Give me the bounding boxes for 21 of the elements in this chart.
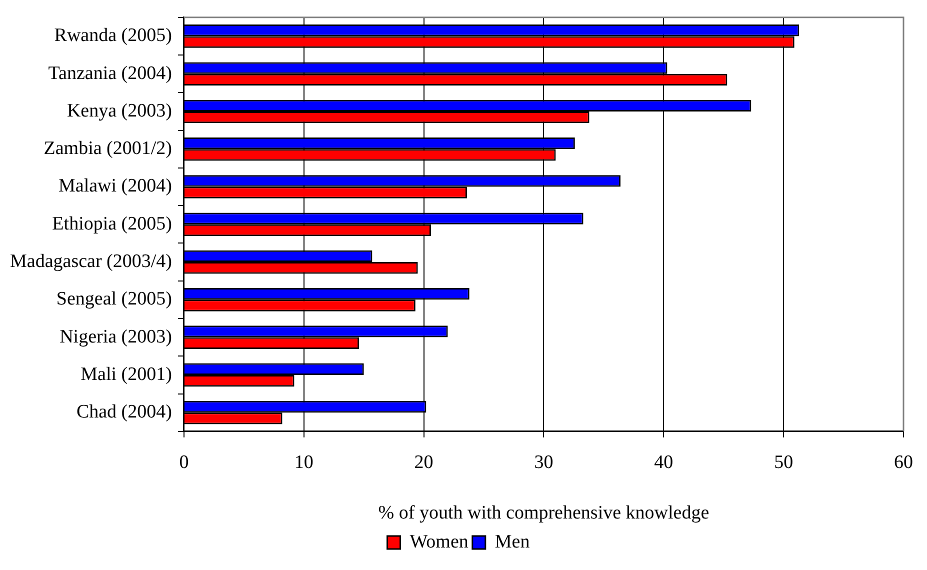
x-tick-label: 60 <box>894 452 913 473</box>
x-tick-label: 30 <box>534 452 554 473</box>
y-tick-label: Nigeria (2003) <box>60 326 172 348</box>
y-tick-label: Sengeal (2005) <box>56 288 172 310</box>
y-tick-label: Zambia (2001/2) <box>44 138 172 160</box>
x-tick-label: 40 <box>654 452 674 473</box>
x-tick-label: 50 <box>774 452 794 473</box>
x-tick-label: 20 <box>414 452 434 473</box>
y-tick-label: Madagascar (2003/4) <box>10 251 172 272</box>
x-axis-title: % of youth with comprehensive knowledge <box>378 502 710 524</box>
y-tick-label: Kenya (2003) <box>66 100 172 122</box>
legend-label: Men <box>494 531 530 552</box>
x-tick-label: 0 <box>179 452 189 473</box>
y-tick-label: Ethiopia (2005) <box>52 213 172 234</box>
y-tick-label: Rwanda (2005) <box>54 25 172 46</box>
y-tick-label: Malawi (2004) <box>58 176 172 197</box>
y-tick-label: Chad (2004) <box>76 402 172 423</box>
y-tick-label: Mali (2001) <box>80 364 172 385</box>
y-tick-label: Tanzania (2004) <box>48 62 172 84</box>
x-tick-label: 10 <box>294 452 314 473</box>
legend-label: Women <box>410 531 469 552</box>
